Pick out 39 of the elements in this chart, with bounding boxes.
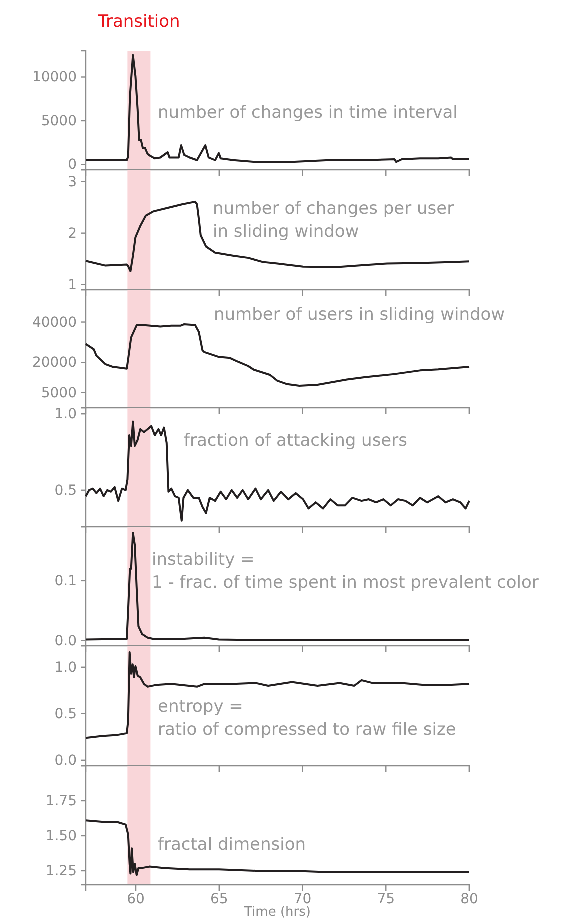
x-tick-label: 75 — [377, 891, 396, 908]
text: instability = 1 - frac. of time spent in most prevalent color — [152, 550, 539, 593]
y-tick-label: 1.75 — [46, 793, 77, 810]
y-tick-label: 1.25 — [46, 863, 77, 880]
line-series — [85, 323, 470, 388]
y-tick-label: 0.1 — [54, 573, 77, 590]
line-series — [85, 54, 470, 164]
y-tick-label: 0.5 — [54, 706, 77, 722]
text: entropy = ratio of compressed to raw file size — [158, 697, 456, 740]
x-axis-title: Time (hrs) — [244, 905, 311, 920]
y-tick-label: 5000 — [41, 385, 77, 402]
y-tick-label: 1.0 — [54, 406, 77, 423]
y-tick-label: 0.0 — [54, 752, 77, 769]
x-tick-label: 70 — [294, 891, 312, 908]
y-tick-label: 20000 — [32, 355, 77, 372]
y-tick-label: 3 — [68, 174, 77, 190]
y-tick-label: 40000 — [32, 314, 77, 331]
line-series — [85, 200, 470, 272]
x-tick-label: 80 — [460, 891, 478, 908]
text: number of changes in time interval — [158, 103, 458, 123]
y-tick-label: 2 — [68, 226, 77, 242]
y-tick-label: 1.50 — [46, 828, 77, 844]
line-series — [85, 420, 470, 522]
y-tick-label: 10000 — [32, 70, 77, 86]
text: fraction of attacking users — [184, 431, 408, 451]
y-tick-label: 1 — [68, 277, 77, 294]
y-tick-label: 1.0 — [54, 660, 77, 676]
text: fractal dimension — [158, 835, 306, 855]
x-tick-label: 60 — [127, 891, 145, 908]
y-tick-label: 0.5 — [54, 482, 77, 499]
y-tick-label: 0.0 — [54, 633, 77, 650]
band-label: Transition — [97, 12, 180, 32]
text: number of changes per user in sliding window — [213, 199, 454, 242]
y-tick-label: 0 — [68, 157, 77, 174]
y-tick-label: 5000 — [41, 113, 77, 130]
line-series — [85, 820, 470, 876]
line-series — [85, 652, 470, 740]
text: number of users in sliding window — [214, 305, 506, 325]
x-tick-label: 65 — [210, 891, 228, 908]
